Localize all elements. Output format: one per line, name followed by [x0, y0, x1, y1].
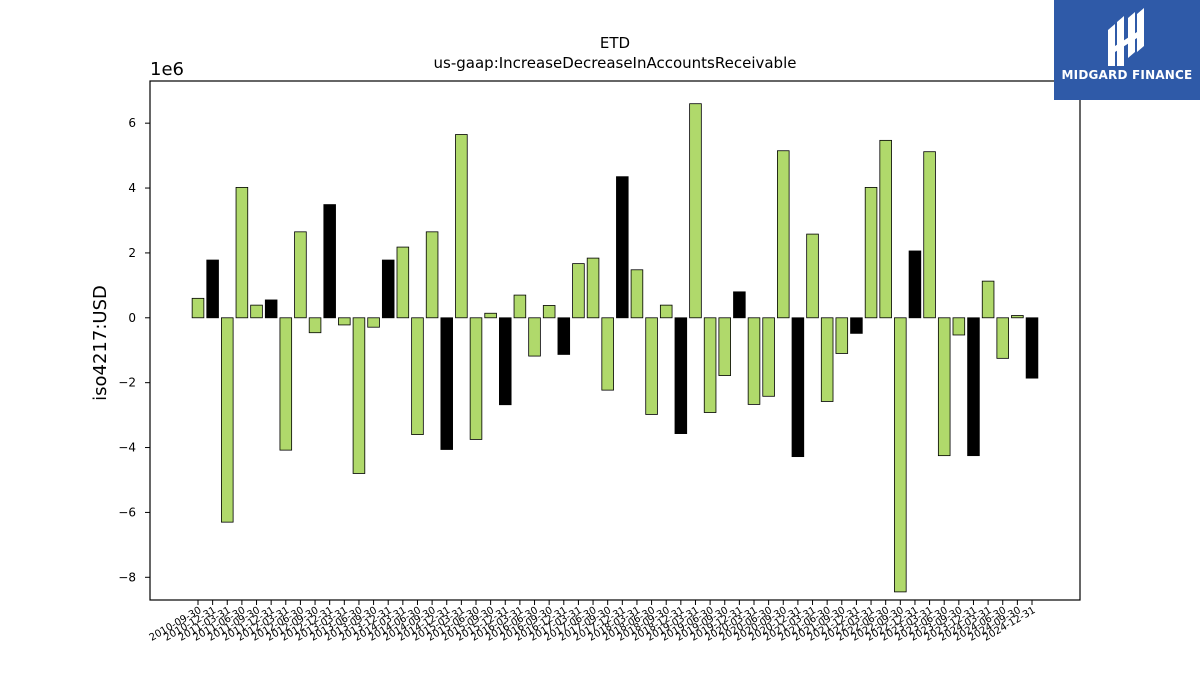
bar-2017-09-30 [601, 317, 614, 391]
y-tick-label: −2 [118, 376, 136, 390]
bar-2018-09-30 [659, 304, 673, 319]
chart-subtitle: us-gaap:IncreaseDecreaseInAccountsReceiv… [434, 54, 797, 72]
chart-title: ETD [600, 34, 630, 52]
bar-2010-09-30 [191, 297, 205, 319]
bar-2024-06-30 [996, 317, 1009, 359]
bar-2011-09-30 [250, 304, 263, 319]
bar-2013-03-31 [338, 317, 351, 326]
bar-2015-03-31 [455, 134, 468, 319]
bar-2023-12-31 [967, 317, 980, 457]
bar-2021-03-31 [806, 233, 819, 319]
y-axis-label: iso4217:USD [90, 285, 111, 401]
bar-2017-03-31 [572, 263, 585, 319]
bar-2020-12-31 [791, 317, 805, 458]
bar-2019-06-30 [703, 317, 717, 413]
plot-frame [149, 80, 1081, 601]
y-axis-ticks: −8 −6 −4 −2 0 2 4 6 [118, 116, 150, 584]
bar-2014-09-30 [425, 231, 439, 319]
bar-2011-06-30 [235, 186, 249, 319]
bar-2012-03-31 [279, 317, 293, 451]
bar-2012-09-30 [308, 317, 322, 334]
y-tick-label: −6 [118, 505, 136, 519]
x-axis-ticks: 2010-09-302010-12-312011-03-312011-06-30… [148, 600, 1038, 644]
midgard-logo-icon [1108, 8, 1144, 66]
bar-2023-09-30 [952, 317, 966, 336]
bar-2016-09-30 [542, 305, 556, 319]
bar-2012-12-31 [323, 204, 336, 319]
bar-2022-06-30 [879, 139, 892, 319]
bar-2018-03-31 [630, 269, 644, 319]
y-tick-label: −4 [118, 441, 136, 455]
bar-2012-06-30 [294, 231, 307, 319]
bar-2011-03-31 [221, 317, 234, 523]
y-tick-label: −8 [118, 570, 136, 584]
bar-2024-12-31 [1025, 317, 1039, 379]
bar-2020-09-30 [777, 150, 790, 319]
bar-2022-03-31 [864, 186, 878, 319]
bar-2011-12-31 [264, 299, 278, 319]
bar-2024-03-31 [981, 280, 995, 319]
y-tick-label: 4 [128, 181, 136, 195]
bar-2013-06-30 [352, 317, 366, 474]
bar-2017-12-31 [616, 176, 629, 319]
bar-2021-12-31 [850, 317, 863, 334]
bar-2022-12-31 [908, 250, 922, 319]
bar-2021-06-30 [820, 317, 834, 402]
y-tick-label: 2 [128, 246, 136, 260]
bar-2022-09-30 [894, 317, 907, 593]
brand-name: MIDGARD FINANCE [1061, 68, 1193, 82]
bar-2021-09-30 [835, 317, 849, 354]
bar-2014-12-31 [440, 317, 453, 450]
bar-2023-06-30 [937, 317, 951, 457]
bar-2023-03-31 [923, 151, 936, 319]
y-tick-label: 0 [128, 311, 136, 325]
y-axis-multiplier: 1e6 [150, 59, 184, 80]
bar-2014-06-30 [411, 317, 424, 435]
bar-2016-12-31 [557, 317, 571, 355]
bar-2024-09-30 [1011, 315, 1024, 319]
bar-2019-03-31 [689, 103, 702, 319]
bar-2015-06-30 [469, 317, 483, 440]
bar-2020-03-31 [747, 317, 761, 405]
bar-2018-12-31 [674, 317, 688, 434]
bar-2019-12-31 [733, 291, 746, 319]
y-tick-label: 6 [128, 116, 136, 130]
bar-2020-06-30 [762, 317, 775, 397]
bar-2016-03-31 [513, 294, 527, 319]
bar-2013-09-30 [367, 317, 380, 328]
bar-2010-12-31 [206, 259, 219, 319]
bar-2015-09-30 [484, 312, 497, 319]
bar-2016-06-30 [528, 317, 541, 357]
bar-2018-06-30 [645, 317, 658, 415]
bar-2019-09-30 [718, 317, 731, 376]
brand-logo: MIDGARD FINANCE [1054, 0, 1200, 100]
bar-2014-03-31 [396, 246, 410, 319]
bar-2015-12-31 [499, 317, 512, 406]
bar-series [191, 103, 1039, 593]
bar-2013-12-31 [381, 259, 395, 319]
bar-2017-06-30 [586, 257, 600, 319]
